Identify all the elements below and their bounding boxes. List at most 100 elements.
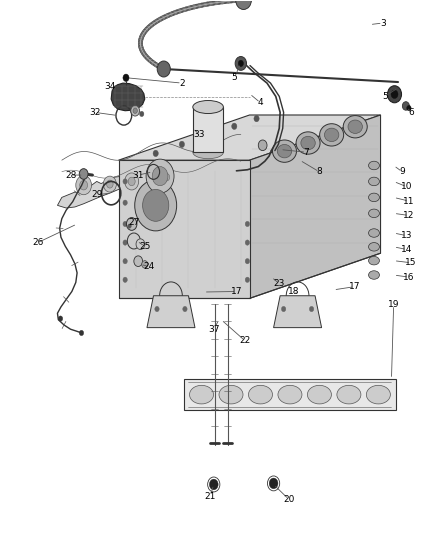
Circle shape bbox=[58, 316, 63, 321]
Circle shape bbox=[209, 479, 218, 490]
Ellipse shape bbox=[368, 209, 379, 217]
Circle shape bbox=[183, 306, 187, 312]
Circle shape bbox=[205, 132, 211, 139]
Circle shape bbox=[157, 61, 170, 77]
Circle shape bbox=[160, 169, 173, 184]
Text: 24: 24 bbox=[144, 262, 155, 271]
Ellipse shape bbox=[368, 271, 379, 279]
Text: 3: 3 bbox=[380, 19, 385, 28]
Text: 27: 27 bbox=[128, 219, 140, 228]
Polygon shape bbox=[111, 83, 145, 111]
Circle shape bbox=[232, 123, 237, 130]
Text: 17: 17 bbox=[231, 287, 242, 296]
Ellipse shape bbox=[190, 385, 214, 404]
Text: 34: 34 bbox=[104, 82, 116, 91]
Text: 5: 5 bbox=[382, 92, 388, 101]
Circle shape bbox=[153, 150, 158, 157]
Polygon shape bbox=[147, 296, 195, 328]
Circle shape bbox=[127, 233, 141, 249]
Ellipse shape bbox=[368, 256, 379, 265]
Circle shape bbox=[79, 330, 84, 336]
Polygon shape bbox=[184, 379, 396, 410]
Circle shape bbox=[143, 189, 169, 221]
Circle shape bbox=[123, 74, 129, 82]
Ellipse shape bbox=[248, 385, 272, 404]
Circle shape bbox=[407, 106, 411, 111]
Polygon shape bbox=[250, 115, 381, 298]
Text: 22: 22 bbox=[240, 336, 251, 345]
Circle shape bbox=[152, 166, 168, 185]
Ellipse shape bbox=[193, 146, 223, 159]
Ellipse shape bbox=[368, 177, 379, 185]
Text: 31: 31 bbox=[132, 171, 144, 180]
Polygon shape bbox=[274, 296, 321, 328]
Circle shape bbox=[123, 179, 127, 184]
Circle shape bbox=[123, 277, 127, 282]
Circle shape bbox=[80, 180, 88, 190]
Text: 7: 7 bbox=[304, 148, 309, 157]
Ellipse shape bbox=[219, 385, 243, 404]
Ellipse shape bbox=[366, 385, 390, 404]
Text: 26: 26 bbox=[32, 238, 43, 247]
Circle shape bbox=[388, 86, 402, 103]
Ellipse shape bbox=[307, 385, 332, 404]
Text: 16: 16 bbox=[403, 273, 415, 281]
Text: 10: 10 bbox=[401, 182, 413, 191]
Polygon shape bbox=[119, 160, 250, 298]
Circle shape bbox=[142, 261, 148, 268]
Text: 15: 15 bbox=[405, 259, 417, 267]
Ellipse shape bbox=[296, 132, 320, 154]
Circle shape bbox=[146, 159, 174, 193]
Circle shape bbox=[269, 478, 278, 489]
Text: 32: 32 bbox=[89, 108, 100, 117]
Text: 12: 12 bbox=[403, 211, 415, 220]
Text: 29: 29 bbox=[91, 190, 102, 199]
Text: 23: 23 bbox=[274, 279, 285, 288]
Circle shape bbox=[123, 200, 127, 205]
Text: 25: 25 bbox=[139, 242, 151, 251]
Circle shape bbox=[103, 176, 117, 192]
Circle shape bbox=[125, 173, 139, 190]
Circle shape bbox=[403, 102, 410, 110]
Text: 21: 21 bbox=[205, 491, 216, 500]
Circle shape bbox=[163, 173, 170, 181]
Ellipse shape bbox=[301, 136, 315, 150]
Circle shape bbox=[133, 108, 138, 114]
Ellipse shape bbox=[368, 229, 379, 237]
Text: 8: 8 bbox=[317, 167, 322, 176]
Circle shape bbox=[128, 177, 135, 185]
Circle shape bbox=[106, 180, 113, 188]
Text: 4: 4 bbox=[258, 98, 263, 107]
Circle shape bbox=[127, 217, 137, 230]
Circle shape bbox=[79, 168, 88, 179]
Circle shape bbox=[135, 180, 177, 231]
Ellipse shape bbox=[348, 120, 362, 133]
Circle shape bbox=[136, 239, 145, 249]
Ellipse shape bbox=[337, 385, 361, 404]
Circle shape bbox=[245, 259, 250, 264]
Circle shape bbox=[128, 224, 131, 228]
Text: 33: 33 bbox=[194, 130, 205, 139]
Circle shape bbox=[258, 140, 267, 151]
Circle shape bbox=[123, 240, 127, 245]
Circle shape bbox=[238, 60, 244, 67]
Ellipse shape bbox=[272, 140, 297, 163]
Circle shape bbox=[155, 306, 159, 312]
Circle shape bbox=[134, 256, 143, 266]
Ellipse shape bbox=[368, 161, 379, 169]
Polygon shape bbox=[57, 150, 250, 208]
Circle shape bbox=[123, 221, 127, 227]
Circle shape bbox=[245, 277, 250, 282]
Polygon shape bbox=[119, 115, 381, 160]
Circle shape bbox=[245, 221, 250, 227]
Ellipse shape bbox=[325, 128, 339, 142]
Circle shape bbox=[236, 0, 251, 10]
Ellipse shape bbox=[193, 101, 223, 114]
Circle shape bbox=[309, 306, 314, 312]
Ellipse shape bbox=[343, 116, 367, 138]
Text: 28: 28 bbox=[65, 171, 76, 180]
Text: 6: 6 bbox=[408, 108, 414, 117]
Text: 19: 19 bbox=[388, 300, 399, 309]
Circle shape bbox=[254, 116, 259, 122]
Circle shape bbox=[245, 240, 250, 245]
